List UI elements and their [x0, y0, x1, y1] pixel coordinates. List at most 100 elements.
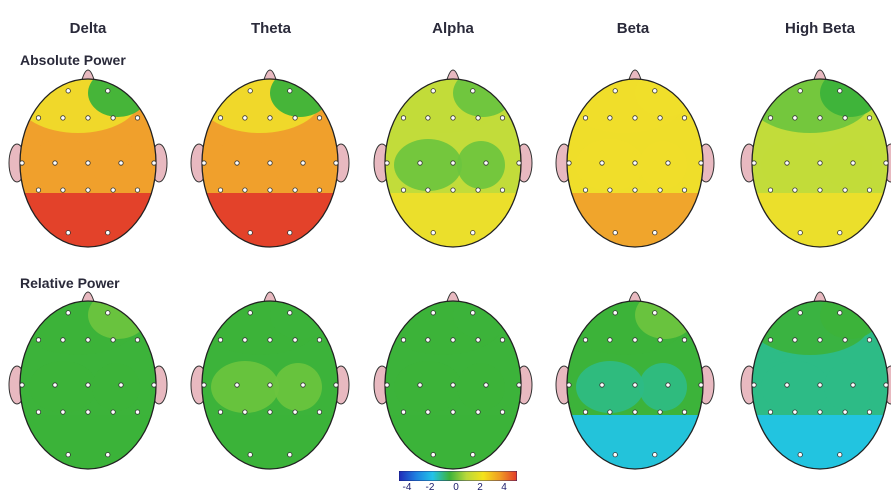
map-central-left-region	[394, 139, 462, 191]
electrode-marker	[19, 382, 25, 388]
electrode-marker	[430, 88, 436, 94]
colorbar-tick-0: 0	[453, 482, 459, 493]
electrode-marker	[400, 115, 407, 121]
electrode-marker	[85, 160, 91, 166]
electrode-marker	[842, 115, 848, 121]
electrode-marker	[450, 115, 456, 121]
electrode-marker	[247, 230, 253, 236]
electrode-marker	[475, 187, 481, 193]
electrode-marker	[110, 409, 116, 415]
electrode-marker	[110, 115, 116, 121]
electrode-marker	[85, 382, 91, 388]
map-occipital-region	[202, 193, 338, 247]
electrode-marker	[883, 160, 889, 166]
electrode-marker	[450, 160, 456, 166]
electrode-marker	[65, 452, 71, 458]
electrode-marker	[470, 230, 476, 236]
electrode-marker	[866, 337, 873, 343]
map-frontal-right-region	[820, 79, 880, 117]
electrode-marker	[499, 337, 506, 343]
electrode-marker	[60, 337, 66, 343]
electrode-marker	[817, 409, 823, 415]
electrode-marker	[698, 382, 704, 388]
map-occipital-region	[752, 415, 888, 469]
electrode-marker	[612, 452, 618, 458]
electrode-marker	[316, 115, 323, 121]
map-frontal-right-region	[453, 301, 513, 339]
electrode-marker	[657, 187, 663, 193]
map-central-left-region	[394, 361, 462, 413]
map-frontal-right-region	[270, 301, 330, 339]
electrode-marker	[612, 230, 618, 236]
electrode-marker	[201, 382, 207, 388]
electrode-marker	[475, 409, 481, 415]
electrode-marker	[792, 337, 798, 343]
electrode-marker	[817, 337, 823, 343]
electrode-marker	[817, 115, 823, 121]
electrode-marker	[582, 115, 589, 121]
topomap-relative-power-theta	[190, 291, 350, 470]
electrode-marker	[417, 160, 423, 166]
electrode-marker	[134, 337, 141, 343]
colorbar-tick-minus-4: -4	[402, 482, 412, 493]
map-frontal-right-region	[270, 79, 330, 117]
electrode-marker	[483, 160, 489, 166]
map-central-right-region	[824, 363, 872, 411]
electrode-marker	[430, 230, 436, 236]
map-central-left-region	[576, 139, 644, 191]
map-central-right-region	[639, 141, 687, 189]
map-occipital-region	[385, 193, 521, 247]
electrode-marker	[234, 160, 240, 166]
electrode-marker	[599, 382, 605, 388]
electrode-marker	[60, 409, 66, 415]
electrode-marker	[60, 115, 66, 121]
electrode-marker	[217, 115, 224, 121]
electrode-marker	[400, 337, 407, 343]
electrode-marker	[475, 115, 481, 121]
electrode-marker	[751, 382, 757, 388]
electrode-marker	[652, 88, 658, 94]
electrode-marker	[652, 230, 658, 236]
electrode-marker	[450, 337, 456, 343]
electrode-marker	[632, 409, 638, 415]
electrode-marker	[425, 187, 431, 193]
electrode-marker	[65, 310, 71, 316]
map-central-right-region	[639, 363, 687, 411]
electrode-marker	[450, 382, 456, 388]
colorbar-tick-minus-2: -2	[425, 482, 435, 493]
band-label-delta: Delta	[69, 20, 107, 37]
electrode-marker	[425, 337, 431, 343]
color-scale-bar	[399, 471, 517, 481]
map-central-left-region	[211, 139, 279, 191]
electrode-marker	[599, 160, 605, 166]
map-frontal-right-region	[820, 301, 880, 339]
electrode-marker	[582, 409, 589, 415]
electrode-marker	[267, 160, 273, 166]
electrode-marker	[797, 230, 803, 236]
electrode-marker	[247, 310, 253, 316]
electrode-marker	[234, 382, 240, 388]
electrode-marker	[681, 187, 688, 193]
electrode-marker	[316, 187, 323, 193]
electrode-marker	[566, 382, 572, 388]
electrode-marker	[607, 409, 613, 415]
topomap-relative-power-high-beta	[740, 291, 891, 470]
electrode-marker	[52, 160, 58, 166]
electrode-marker	[316, 337, 323, 343]
electrode-marker	[607, 187, 613, 193]
electrode-marker	[430, 310, 436, 316]
map-frontal-right-region	[88, 79, 148, 117]
map-central-left-region	[761, 139, 829, 191]
electrode-marker	[247, 452, 253, 458]
electrode-marker	[797, 310, 803, 316]
electrode-marker	[134, 409, 141, 415]
electrode-marker	[151, 382, 157, 388]
electrode-marker	[151, 160, 157, 166]
electrode-marker	[837, 310, 843, 316]
electrode-marker	[217, 337, 224, 343]
electrode-marker	[134, 115, 141, 121]
electrode-marker	[842, 337, 848, 343]
electrode-marker	[247, 88, 253, 94]
